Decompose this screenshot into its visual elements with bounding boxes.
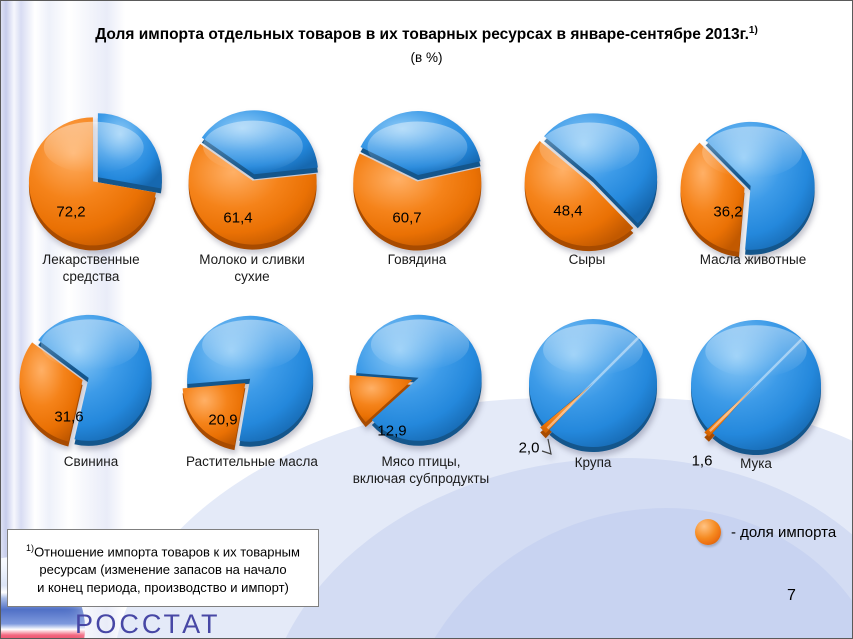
pie-gloss-highlight [539, 122, 640, 174]
pie-chart-10: 1,6 [661, 290, 851, 480]
pie-gloss-highlight [40, 319, 140, 370]
pie-chart-7: 20,9 [157, 282, 347, 472]
pie-chart-5: 36,2 [658, 90, 848, 280]
pie-slice-import [19, 342, 83, 442]
pie-value-label: 20,9 [208, 411, 238, 429]
pie-value-label: 36,2 [713, 203, 743, 221]
pie-caption: Свинина [63, 454, 119, 469]
pie-gloss-highlight [543, 324, 643, 376]
legend: - доля импорта [695, 519, 836, 545]
slide-title: Доля импорта отдельных товаров в их това… [1, 25, 852, 44]
pie-slice-import [680, 142, 745, 252]
pie-gloss-highlight [370, 319, 470, 370]
pie-caption: Молоко и сливки сухие [199, 252, 305, 284]
footnote-line: ресурсам (изменение запасов на начало [39, 562, 287, 578]
rosstat-logo-text: РОССТАТ [75, 609, 221, 639]
slide-subtitle: (в %) [410, 50, 443, 66]
pie-gloss-highlight [702, 126, 802, 178]
pie-gloss-highlight [202, 319, 301, 371]
pie-slice-import [524, 141, 634, 247]
pie-caption: Мясо птицы, включая субпродукты [352, 454, 490, 486]
pie-value-label: 12,9 [377, 422, 407, 440]
footnote-line: и конец периода, производство и импорт) [37, 580, 289, 596]
pie-gloss-highlight [202, 120, 303, 172]
pie-caption: Растительные масла [186, 454, 318, 469]
pie-caption: Мука [740, 456, 772, 471]
pie-value-label: 72,2 [56, 203, 86, 221]
pie-caption: Говядина [387, 252, 447, 267]
pie-gloss-highlight [705, 325, 807, 378]
pie-chart-3: 60,7 [322, 89, 512, 279]
pie-slice-import [704, 388, 753, 437]
legend-label: - доля импорта [731, 523, 837, 541]
pie-chart-8: 12,9 [326, 282, 516, 472]
pie-seam-line [708, 337, 804, 433]
pie-chart-2: 61,4 [157, 88, 347, 278]
pie-value-label: 1,6 [691, 452, 713, 470]
pie-slice-import [182, 383, 246, 446]
pie-chart-4: 48,4 [492, 89, 682, 279]
pie-chart-1: 72,2 [1, 88, 186, 278]
pie-value-label: 2,0 [518, 439, 540, 457]
pie-value-label: 61,4 [223, 209, 253, 227]
footnote-line: 1)Отношение импорта товаров к их товарны… [8, 539, 318, 561]
pie-value-label: 31,6 [54, 408, 84, 426]
footnote-text: Отношение импорта товаров к их товарным [34, 544, 300, 560]
pie-slice-import [349, 375, 413, 423]
pie-caption: Масла животные [699, 252, 807, 267]
pie-caption: Крупа [574, 455, 612, 470]
slide-title-footnote-ref: 1) [748, 25, 758, 36]
footnote-ref: 1) [26, 543, 35, 553]
pie-value-label: 60,7 [392, 209, 422, 227]
pie-gloss-highlight [43, 121, 144, 174]
pie-gloss-highlight [367, 121, 468, 173]
pie-value-label: 48,4 [553, 202, 583, 220]
pie-caption: Сыры [568, 252, 606, 267]
pie-slice-import [540, 386, 590, 434]
pie-seam-line [546, 336, 640, 430]
pie-slice-import [188, 143, 317, 245]
page-number: 7 [787, 587, 796, 604]
footnote-box: 1)Отношение импорта товаров к их товарны… [7, 529, 319, 607]
pie-chart-9: 2,0 [498, 288, 688, 478]
slide-title-text: Доля импорта отдельных товаров в их това… [95, 26, 749, 44]
pie-slice-import [353, 153, 482, 246]
pie-caption: Лекарственные средства [42, 252, 140, 284]
title-block: Доля импорта отдельных товаров в их това… [1, 25, 852, 65]
value-leader-line [541, 438, 552, 455]
pie-chart-6: 31,6 [1, 282, 186, 472]
import-share-marker-icon [695, 519, 721, 545]
